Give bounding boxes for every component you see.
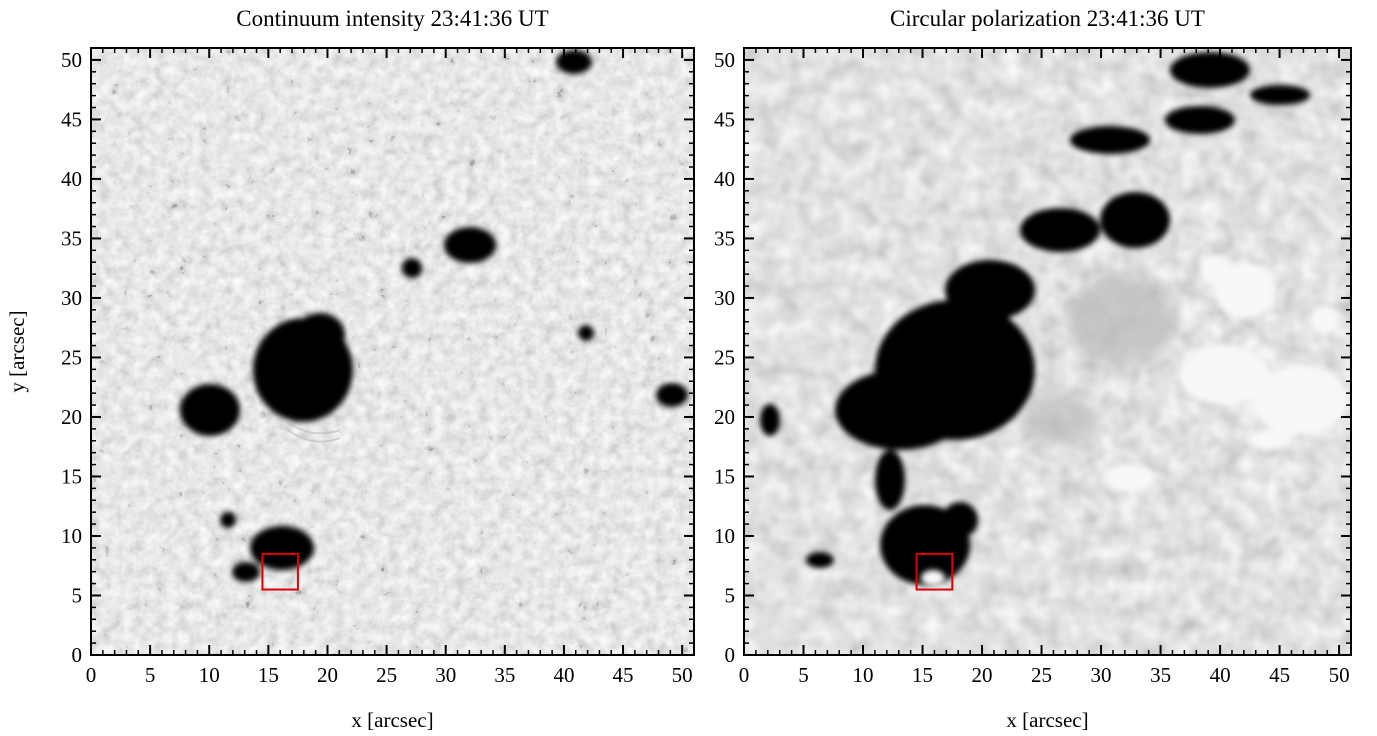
x-tick-label: 15	[258, 663, 279, 687]
panel-title: Circular polarization 23:41:36 UT	[890, 6, 1205, 31]
highlight-box	[261, 552, 299, 591]
y-tick-label: 25	[714, 345, 735, 369]
x-axis-label: x [arcsec]	[1006, 708, 1088, 732]
y-tick-label: 0	[72, 643, 83, 667]
x-tick-label: 30	[435, 663, 456, 687]
x-tick-label: 50	[1329, 663, 1350, 687]
x-tick-label: 45	[1269, 663, 1290, 687]
y-tick-label: 10	[61, 524, 82, 548]
x-tick-label: 20	[317, 663, 338, 687]
x-axis-label: x [arcsec]	[351, 708, 433, 732]
x-tick-label: 25	[376, 663, 397, 687]
y-tick-label: 35	[714, 226, 735, 250]
y-tick-label: 25	[61, 345, 82, 369]
continuum-intensity-image	[91, 48, 694, 655]
y-tick-label: 40	[714, 167, 735, 191]
circular-polarization-image	[744, 48, 1351, 655]
y-tick-label: 20	[61, 405, 82, 429]
x-tick-label: 10	[199, 663, 220, 687]
x-tick-label: 40	[1210, 663, 1231, 687]
continuum-axes: 0 5 10 15 20 25 30 35 40 45 50 0 5 10 15 20 25 30 35 40 45 50…	[5, 6, 695, 732]
y-tick-label: 15	[714, 464, 735, 488]
x-tick-label: 35	[494, 663, 515, 687]
y-tick-label: 0	[725, 643, 736, 667]
y-tick-label: 5	[72, 583, 83, 607]
x-tick-label: 35	[1150, 663, 1171, 687]
x-tick-label: 25	[1031, 663, 1052, 687]
x-tick-label: 45	[613, 663, 634, 687]
y-axis-label: y [arcsec]	[5, 310, 29, 392]
highlight-box	[915, 552, 954, 591]
plot-frame	[90, 47, 695, 656]
y-tick-label: 15	[61, 464, 82, 488]
polarization-axes: 0 5 10 15 20 25 30 35 40 45 50 0 5 10 15 20 25 30 35 40 45 50…	[714, 6, 1352, 732]
y-tick-label: 50	[61, 48, 82, 72]
x-tick-label: 20	[972, 663, 993, 687]
x-tick-label: 0	[86, 663, 97, 687]
x-tick-label: 5	[798, 663, 809, 687]
y-tick-label: 50	[714, 48, 735, 72]
y-tick-label: 30	[714, 286, 735, 310]
y-tick-label: 30	[61, 286, 82, 310]
y-tick-label: 35	[61, 226, 82, 250]
y-tick-label: 5	[725, 583, 736, 607]
panel-title: Continuum intensity 23:41:36 UT	[236, 6, 548, 31]
y-tick-label: 10	[714, 524, 735, 548]
y-tick-label: 45	[714, 107, 735, 131]
x-tick-label: 10	[853, 663, 874, 687]
x-tick-label: 50	[672, 663, 693, 687]
plot-frame	[743, 47, 1352, 656]
y-tick-label: 45	[61, 107, 82, 131]
x-tick-label: 5	[145, 663, 156, 687]
x-tick-label: 0	[739, 663, 750, 687]
y-tick-label: 40	[61, 167, 82, 191]
y-tick-label: 20	[714, 405, 735, 429]
x-tick-label: 30	[1091, 663, 1112, 687]
x-tick-label: 15	[912, 663, 933, 687]
x-tick-label: 40	[553, 663, 574, 687]
